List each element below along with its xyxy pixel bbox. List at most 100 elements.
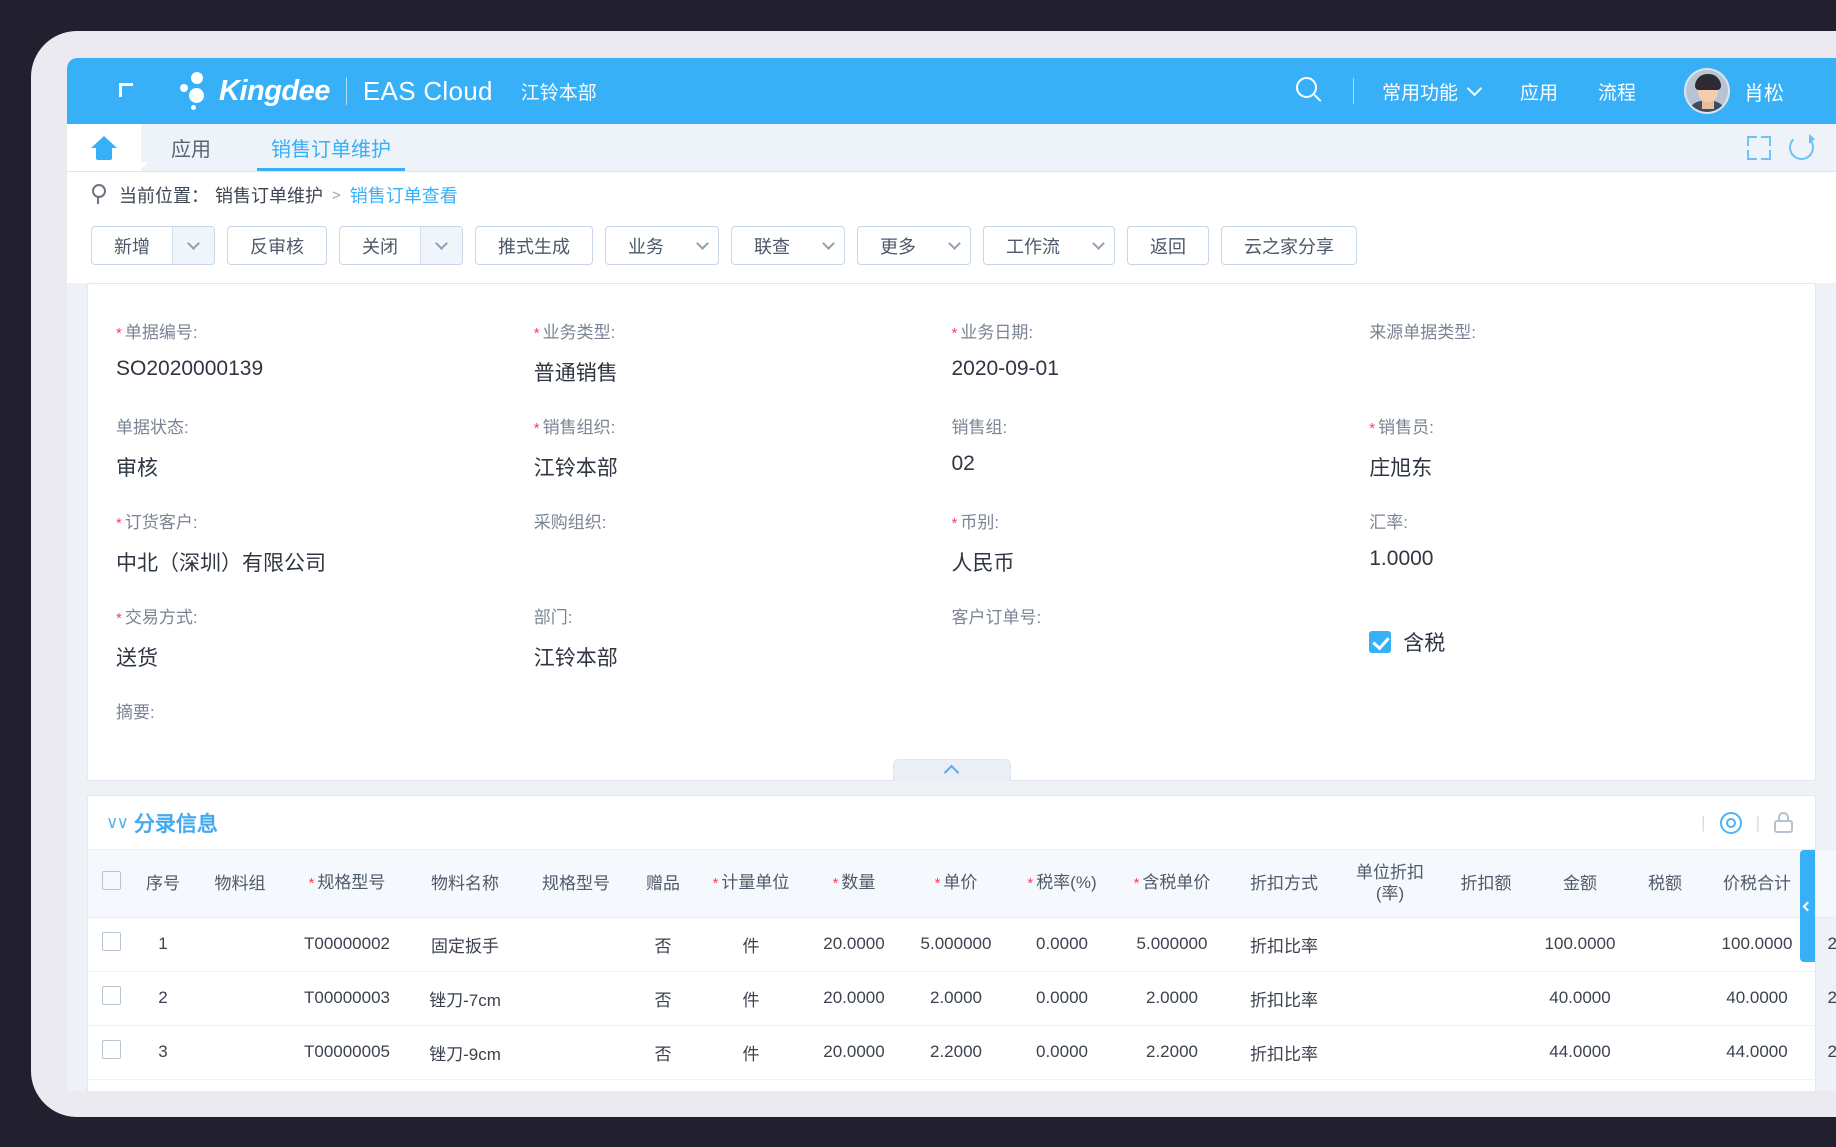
table-row[interactable]: 1 T00000002 固定扳手否件 20.0000 5.000000 0.0000 5.0…: [88, 917, 1836, 972]
cell-amount[interactable]: 90.0000: [1532, 1079, 1628, 1091]
brand-logo[interactable]: Kingdee EAS Cloud: [177, 71, 493, 111]
form-field-value[interactable]: 02: [951, 452, 975, 475]
chevron-double-down-icon[interactable]: ∨∨: [106, 812, 129, 832]
toolbar-button-4[interactable]: 业务: [605, 226, 719, 265]
breadcrumb-current[interactable]: 销售订单查看: [349, 186, 458, 206]
cell-specno[interactable]: T00000005: [288, 1025, 406, 1080]
cell-chk[interactable]: [88, 971, 134, 1026]
cell-chk[interactable]: [88, 917, 134, 972]
cell-discmode[interactable]: 折扣比率: [1228, 1025, 1340, 1080]
cell-qty[interactable]: 30.0000: [804, 1079, 904, 1091]
table-header-taxrate[interactable]: * 税率(%): [1008, 850, 1116, 918]
table-header-price[interactable]: * 单价: [904, 850, 1008, 918]
cell-discmode[interactable]: 折扣比率: [1228, 1079, 1340, 1091]
form-field-value[interactable]: [116, 737, 524, 762]
cell-matname[interactable]: 固定扳手: [406, 917, 524, 972]
form-field-value[interactable]: 江铃本部: [533, 457, 618, 480]
form-field-value[interactable]: 中北（深圳）有限公司: [116, 552, 326, 575]
lock-icon[interactable]: [1774, 812, 1793, 833]
toolbar-button-9[interactable]: 云之家分享: [1221, 226, 1357, 265]
table-row[interactable]: 3 T00000005 锉刀-9cm 否件 20.0000 2.2000 0.0000 2.2…: [88, 1025, 1836, 1080]
cell-taxamt[interactable]: [1628, 917, 1702, 972]
cell-discmode[interactable]: 折扣比率: [1228, 971, 1340, 1026]
avatar[interactable]: [1684, 68, 1730, 114]
cell-specno[interactable]: T00000006: [288, 1079, 406, 1091]
table-header-shipdate[interactable]: 发货日期: [1812, 850, 1836, 918]
toolbar-button-dropdown[interactable]: [420, 227, 462, 264]
toolbar-button-dropdown[interactable]: [812, 227, 844, 264]
cell-qty[interactable]: 20.0000: [804, 971, 904, 1026]
cell-qty[interactable]: 20.0000: [804, 1025, 904, 1080]
toolbar-button-dropdown[interactable]: [938, 227, 970, 264]
cell-amount[interactable]: 44.0000: [1532, 1025, 1628, 1080]
cell-discamt[interactable]: [1440, 917, 1532, 972]
cell-price[interactable]: 5.000000: [904, 917, 1008, 972]
form-field-value[interactable]: [952, 642, 1360, 667]
cell-taxprice[interactable]: 5.000000: [1116, 917, 1228, 972]
table-header-chk[interactable]: [88, 850, 134, 918]
toolbar-button-dropdown[interactable]: [1082, 227, 1114, 264]
tax-inclusive-checkbox-row[interactable]: 含税: [1369, 627, 1777, 657]
table-row[interactable]: 2 T00000003 锉刀-7cm 否件 20.0000 2.0000 0.0000 2.0…: [88, 971, 1836, 1026]
cell-gift[interactable]: 否: [628, 1025, 698, 1080]
cell-shipdate[interactable]: 2020-09-01: [1812, 917, 1836, 972]
row-checkbox[interactable]: [101, 986, 121, 1005]
cell-total[interactable]: 44.0000: [1702, 1025, 1812, 1080]
cell-spec2[interactable]: [524, 1079, 628, 1091]
toolbar-button-8[interactable]: 返回: [1127, 226, 1209, 265]
form-field-value[interactable]: 庄旭东: [1369, 457, 1433, 480]
table-header-matname[interactable]: 物料名称: [406, 850, 524, 918]
cell-unit[interactable]: 件: [698, 917, 804, 972]
table-header-taxprice[interactable]: * 含税单价: [1116, 850, 1228, 918]
cell-taxrate[interactable]: 0.0000: [1008, 971, 1116, 1026]
table-header-gift[interactable]: 赠品: [628, 850, 698, 918]
side-panel-handle[interactable]: [1800, 850, 1815, 962]
form-field-value[interactable]: SO2020000139: [116, 357, 264, 380]
form-field-value[interactable]: 1.0000: [1369, 547, 1434, 570]
toolbar-button-7[interactable]: 工作流: [983, 226, 1115, 265]
table-header-taxamt[interactable]: 税额: [1628, 850, 1702, 918]
cell-price[interactable]: 2.0000: [904, 971, 1008, 1026]
table-header-unitdisc[interactable]: 单位折扣 (率): [1340, 850, 1440, 918]
cell-seq[interactable]: 2: [134, 971, 192, 1026]
table-header-discmode[interactable]: 折扣方式: [1228, 850, 1340, 918]
cell-matgroup[interactable]: [192, 971, 288, 1026]
table-header-spec2[interactable]: 规格型号: [524, 850, 628, 918]
cell-taxprice[interactable]: 2.0000: [1116, 971, 1228, 1026]
table-row[interactable]: 4T00000006丝攻否件30.00003.00000.00003.0000折…: [88, 1079, 1836, 1091]
tab-sales-order-maintain[interactable]: 销售订单维护: [241, 124, 421, 171]
form-field-value[interactable]: [534, 547, 942, 572]
cell-discamt[interactable]: [1440, 1025, 1532, 1080]
cell-shipdate[interactable]: 2020-09-01: [1812, 1025, 1836, 1080]
gear-icon[interactable]: [1719, 811, 1742, 834]
refresh-icon[interactable]: [1789, 134, 1815, 160]
toolbar-button-dropdown[interactable]: [686, 227, 718, 264]
cell-gift[interactable]: 否: [628, 1079, 698, 1091]
tab-application[interactable]: 应用: [141, 124, 241, 171]
toolbar-button-2[interactable]: 关闭: [339, 226, 463, 265]
cell-spec2[interactable]: [524, 971, 628, 1026]
menu-common-functions[interactable]: 常用功能: [1382, 78, 1483, 105]
table-header-total[interactable]: 价税合计: [1702, 850, 1812, 918]
breadcrumb-parent[interactable]: 销售订单维护: [215, 186, 323, 206]
cell-specno[interactable]: T00000002: [288, 917, 406, 972]
row-checkbox[interactable]: [101, 1040, 121, 1059]
form-field-value[interactable]: 2020-09-01: [951, 357, 1059, 380]
cell-amount[interactable]: 100.0000: [1532, 917, 1628, 972]
cell-taxamt[interactable]: [1628, 971, 1702, 1026]
table-header-discamt[interactable]: 折扣额: [1440, 850, 1532, 918]
cell-unit[interactable]: 件: [698, 1025, 804, 1080]
cell-price[interactable]: 2.2000: [904, 1025, 1008, 1080]
form-field-value[interactable]: [1369, 357, 1777, 382]
cell-total[interactable]: 100.0000: [1702, 917, 1812, 972]
table-header-matgroup[interactable]: 物料组: [192, 850, 288, 918]
cell-discmode[interactable]: 折扣比率: [1228, 917, 1340, 972]
table-header-seq[interactable]: 序号: [134, 850, 192, 918]
table-header-unit[interactable]: * 计量单位: [698, 850, 804, 918]
cell-shipdate[interactable]: 2020-09-01: [1812, 971, 1836, 1026]
cell-specno[interactable]: T00000003: [288, 971, 406, 1026]
cell-taxrate[interactable]: 0.0000: [1008, 1079, 1116, 1091]
cell-discamt[interactable]: [1440, 1079, 1532, 1091]
form-field-value[interactable]: 送货: [116, 647, 158, 670]
cell-taxamt[interactable]: [1628, 1079, 1702, 1091]
